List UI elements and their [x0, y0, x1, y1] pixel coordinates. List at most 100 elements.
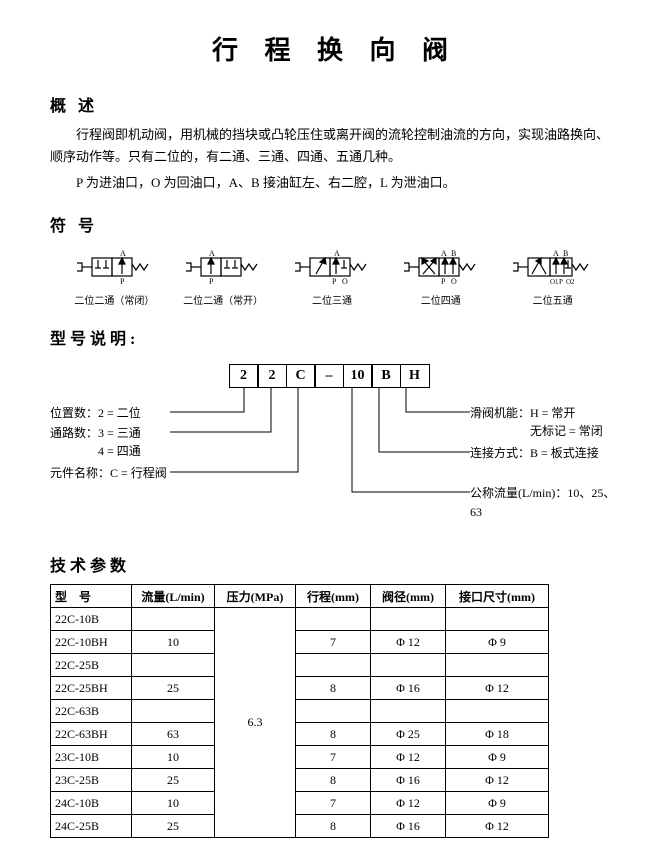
- valve-icon: A B P O: [401, 246, 481, 286]
- params-heading: 技术参数: [50, 552, 620, 576]
- svg-text:A: A: [553, 249, 559, 258]
- cell-stroke: 8: [296, 723, 371, 746]
- cell-port: Φ 18: [446, 723, 549, 746]
- cell-flow: [132, 608, 215, 631]
- cell-port: Φ 9: [446, 792, 549, 815]
- svg-text:B: B: [451, 249, 456, 258]
- cell-model: 22C-25B: [51, 654, 132, 677]
- model-heading: 型号说明:: [50, 325, 620, 349]
- th-flow: 流量(L/min): [132, 585, 215, 608]
- params-table: 型 号 流量(L/min) 压力(MPa) 行程(mm) 阀径(mm) 接口尺寸…: [50, 584, 549, 838]
- cell-diameter: Φ 12: [371, 746, 446, 769]
- cell-model: 22C-10B: [51, 608, 132, 631]
- model-box: 2: [229, 364, 259, 388]
- explain-ways-2: 4 = 四通: [50, 442, 141, 461]
- cell-model: 22C-63BH: [51, 723, 132, 746]
- explain-ways: 通路数：3 = 三通: [50, 424, 141, 443]
- model-diagram: 2 2 C – 10 B H 位置数：2 = 二位 通路数：3 = 三通 4 =…: [170, 364, 620, 534]
- th-stroke: 行程(mm): [296, 585, 371, 608]
- valve-icon: A P: [183, 246, 263, 286]
- cell-flow: 10: [132, 746, 215, 769]
- cell-diameter: [371, 654, 446, 677]
- cell-diameter: Φ 12: [371, 631, 446, 654]
- cell-port: Φ 12: [446, 677, 549, 700]
- table-row: 22C-63BH638Φ 25Φ 18: [51, 723, 549, 746]
- explain-connection: 连接方式：B = 板式连接: [470, 444, 599, 463]
- cell-flow: 63: [132, 723, 215, 746]
- symbol-label: 二位三通: [292, 292, 372, 307]
- model-box: H: [400, 364, 430, 388]
- cell-stroke: 7: [296, 746, 371, 769]
- table-row: 23C-10B107Φ 12Φ 9: [51, 746, 549, 769]
- th-diameter: 阀径(mm): [371, 585, 446, 608]
- cell-flow: 10: [132, 792, 215, 815]
- cell-port: Φ 9: [446, 631, 549, 654]
- cell-port: Φ 9: [446, 746, 549, 769]
- cell-pressure: 6.3: [215, 608, 296, 838]
- symbol-label: 二位五通: [510, 292, 596, 307]
- symbol-label: 二位四通: [401, 292, 481, 307]
- cell-model: 22C-25BH: [51, 677, 132, 700]
- svg-text:A: A: [120, 249, 126, 258]
- table-row: 24C-10B10 7Φ 12Φ 9: [51, 792, 549, 815]
- cell-model: 24C-10B: [51, 792, 132, 815]
- explain-component: 元件名称：C = 行程阀: [50, 464, 167, 483]
- cell-stroke: 7: [296, 792, 371, 815]
- valve-icon: A B O1 P O2: [510, 246, 596, 286]
- th-pressure: 压力(MPa): [215, 585, 296, 608]
- svg-text:P: P: [332, 277, 337, 286]
- table-row: 22C-25B: [51, 654, 549, 677]
- svg-text:O: O: [342, 277, 348, 286]
- cell-model: 23C-25B: [51, 769, 132, 792]
- cell-flow: 25: [132, 769, 215, 792]
- symbol-label: 二位二通（常闭）: [74, 292, 154, 307]
- cell-port: Φ 12: [446, 769, 549, 792]
- symbols-row: A P 二位二通（常闭） A P: [60, 246, 610, 307]
- model-box: 10: [343, 364, 373, 388]
- cell-diameter: [371, 700, 446, 723]
- svg-text:O: O: [451, 277, 457, 286]
- th-port: 接口尺寸(mm): [446, 585, 549, 608]
- cell-diameter: Φ 16: [371, 769, 446, 792]
- cell-stroke: [296, 608, 371, 631]
- explain-function-2: 无标记 = 常闭: [470, 422, 603, 441]
- model-box: –: [314, 364, 344, 388]
- cell-model: 22C-10BH: [51, 631, 132, 654]
- page-title: 行 程 换 向 阀: [50, 30, 620, 67]
- cell-flow: [132, 700, 215, 723]
- cell-flow: 25: [132, 677, 215, 700]
- valve-icon: A P: [74, 246, 154, 286]
- table-row: 22C-63B: [51, 700, 549, 723]
- overview-heading: 概 述: [50, 92, 620, 116]
- table-row: 22C-10B6.3: [51, 608, 549, 631]
- model-box: 2: [257, 364, 287, 388]
- symbol-2-2-nc: A P 二位二通（常闭）: [74, 246, 154, 307]
- cell-stroke: 7: [296, 631, 371, 654]
- cell-flow: 10: [132, 631, 215, 654]
- svg-text:O2: O2: [566, 278, 575, 286]
- table-row: 22C-10BH10 7Φ 12Φ 9: [51, 631, 549, 654]
- cell-stroke: [296, 654, 371, 677]
- table-header-row: 型 号 流量(L/min) 压力(MPa) 行程(mm) 阀径(mm) 接口尺寸…: [51, 585, 549, 608]
- svg-text:A: A: [334, 249, 340, 258]
- cell-diameter: [371, 608, 446, 631]
- cell-model: 22C-63B: [51, 700, 132, 723]
- symbol-2-4: A B P O 二位四通: [401, 246, 481, 307]
- overview-para-2: P 为进油口，O 为回油口，A、B 接油缸左、右二腔，L 为泄油口。: [50, 172, 620, 194]
- cell-stroke: 8: [296, 677, 371, 700]
- overview-para-1: 行程阀即机动阀，用机械的挡块或凸轮压住或离开阀的流轮控制油流的方向，实现油路换向…: [50, 124, 620, 168]
- explain-positions: 位置数：2 = 二位: [50, 404, 141, 423]
- svg-text:O1: O1: [550, 278, 559, 286]
- cell-port: [446, 654, 549, 677]
- svg-text:P: P: [120, 277, 125, 286]
- cell-port: [446, 700, 549, 723]
- cell-stroke: 8: [296, 815, 371, 838]
- explain-function: 滑阀机能：H = 常开: [470, 404, 575, 423]
- cell-flow: 25: [132, 815, 215, 838]
- cell-diameter: Φ 12: [371, 792, 446, 815]
- table-row: 23C-25B258Φ 16Φ 12: [51, 769, 549, 792]
- model-box: C: [286, 364, 316, 388]
- svg-text:P: P: [209, 277, 214, 286]
- symbol-2-2-no: A P 二位二通（常开）: [183, 246, 263, 307]
- table-row: 22C-25BH258Φ 16Φ 12: [51, 677, 549, 700]
